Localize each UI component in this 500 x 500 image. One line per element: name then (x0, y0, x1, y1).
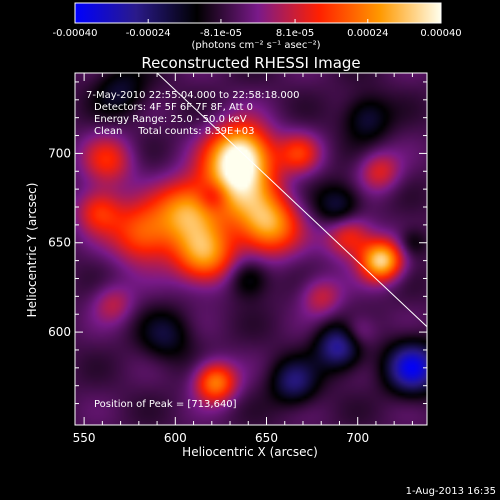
colorbar: -0.00040 -0.00024 -8.1e-05 8.1e-05 0.00024 0.… (53, 2, 462, 51)
x-tick-label: 700 (346, 431, 369, 445)
colorbar-gradient (74, 2, 442, 24)
colorbar-tick-label: 8.1e-05 (276, 28, 314, 39)
colorbar-ticks: -0.00040 -0.00024 -8.1e-05 8.1e-05 0.00024 0.… (53, 19, 462, 39)
y-axis-label: Heliocentric Y (arcsec) (25, 183, 39, 318)
x-tick-label: 650 (255, 431, 278, 445)
energy-range-text: Energy Range: 25.0 - 50.0 keV (94, 114, 247, 125)
plot-frame (74, 72, 428, 426)
colorbar-unit-label: (photons cm⁻² s⁻¹ asec⁻²) (191, 40, 320, 51)
x-axis: 550 600 650 700 (73, 73, 413, 445)
colorbar-tick-label: -8.1e-05 (200, 28, 242, 39)
peak-position-text: Position of Peak = [713,640] (94, 399, 237, 410)
y-tick-label: 650 (48, 236, 71, 250)
time-range-text: 7-May-2010 22:55:04.000 to 22:58:18.000 (86, 90, 299, 101)
solar-limb-line (156, 73, 427, 328)
colorbar-tick-label: 0.00024 (347, 28, 388, 39)
footer-date: 1-Aug-2013 16:35 (406, 486, 496, 497)
y-axis: 600 650 700 (48, 81, 427, 405)
colorbar-tick-label: -0.00024 (126, 28, 171, 39)
heatmap-image (75, 73, 427, 425)
y-tick-label: 700 (48, 146, 71, 160)
colorbar-tick-label: -0.00040 (53, 28, 98, 39)
x-tick-label: 550 (73, 431, 96, 445)
colorbar-tick-label: 0.00040 (420, 28, 461, 39)
y-tick-label: 600 (48, 325, 71, 339)
detectors-text: Detectors: 4F 5F 6F 7F 8F, Att 0 (94, 102, 253, 113)
clean-counts-text: Clean Total counts: 8.39E+03 (94, 126, 254, 137)
x-tick-label: 600 (164, 431, 187, 445)
x-axis-label: Heliocentric X (arcsec) (182, 445, 318, 459)
info-annotations: 7-May-2010 22:55:04.000 to 22:58:18.000 … (86, 90, 299, 410)
chart-title: Reconstructed RHESSI Image (141, 54, 360, 72)
